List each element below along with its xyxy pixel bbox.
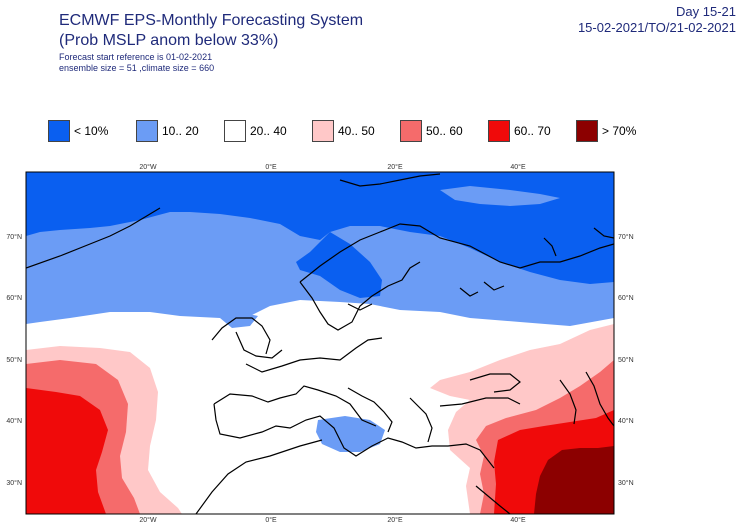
- legend-swatch: [312, 120, 334, 142]
- lon-label: 20°E: [387, 163, 403, 171]
- legend-label: 20.. 40: [250, 124, 287, 138]
- legend-label: 50.. 60: [426, 124, 463, 138]
- lat-label: 70°N: [6, 233, 22, 241]
- lon-label: 20°W: [139, 163, 157, 171]
- coastlines: [26, 173, 614, 514]
- date-range-label: 15-02-2021/TO/21-02-2021: [577, 20, 736, 35]
- legend-swatch: [136, 120, 158, 142]
- forecast-start-text: Forecast start reference is 01-02-2021: [59, 52, 213, 62]
- field-below-10: [296, 232, 382, 298]
- legend-swatch: [576, 120, 598, 142]
- field-10-20: [316, 416, 385, 452]
- lat-label: 50°N: [6, 356, 22, 364]
- lon-label: 20°E: [387, 516, 403, 524]
- legend-swatch: [48, 120, 70, 142]
- legend-swatch: [224, 120, 246, 142]
- lon-label: 40°E: [510, 163, 526, 171]
- legend-label: 60.. 70: [514, 124, 551, 138]
- lat-label: 50°N: [618, 356, 634, 364]
- field-10-20: [440, 186, 560, 206]
- legend-label: 10.. 20: [162, 124, 199, 138]
- field-above-70: [534, 446, 614, 514]
- lat-label: 30°N: [618, 479, 634, 487]
- lat-label: 40°N: [618, 417, 634, 425]
- lat-label: 30°N: [6, 479, 22, 487]
- legend-label: > 70%: [602, 124, 637, 138]
- lat-label: 60°N: [618, 294, 634, 302]
- lon-label: 0°E: [265, 163, 277, 171]
- lon-label: 0°E: [265, 516, 277, 524]
- legend-label: 40.. 50: [338, 124, 375, 138]
- lon-label: 20°W: [139, 516, 157, 524]
- field-60-70: [26, 388, 108, 514]
- period-label: Day 15-21: [676, 4, 736, 19]
- legend-label: < 10%: [74, 124, 109, 138]
- lat-label: 70°N: [618, 233, 634, 241]
- chart-title: ECMWF EPS-Monthly Forecasting System: [59, 12, 364, 29]
- chart-subtitle: (Prob MSLP anom below 33%): [59, 32, 279, 49]
- map-frame: [25, 171, 615, 515]
- legend-swatch: [488, 120, 510, 142]
- lat-label: 60°N: [6, 294, 22, 302]
- lon-label: 40°E: [510, 516, 526, 524]
- ensemble-size-text: ensemble size = 51 ,climate size = 660: [59, 63, 215, 73]
- map-fields: [26, 172, 614, 514]
- longitude-labels: 20°W 0°E 20°E 40°E 20°W 0°E 20°E 40°E: [139, 163, 526, 524]
- latitude-labels: 70°N 60°N 50°N 40°N 30°N 70°N 60°N 50°N …: [6, 233, 633, 487]
- field-10-20: [220, 312, 258, 328]
- legend-swatch: [400, 120, 422, 142]
- lat-label: 40°N: [6, 417, 22, 425]
